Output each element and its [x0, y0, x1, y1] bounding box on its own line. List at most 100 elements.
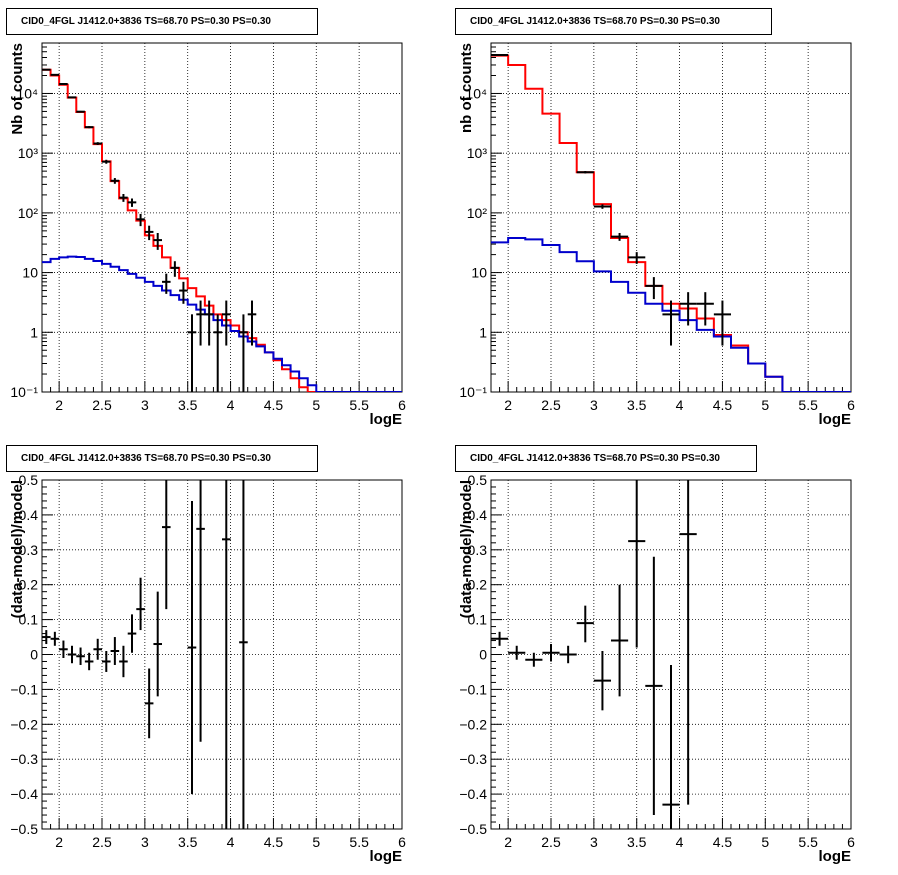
y-tick-label: 0.3	[19, 542, 39, 558]
data-point	[542, 644, 560, 662]
x-tick-label: 6	[398, 397, 406, 413]
chart-svg: 2 2.5 3 3.5 4 4.5 5 5.5 6 10⁻¹ 1 10 10² 10³ 10⁴ logE nb …	[458, 42, 855, 428]
y-tick-label: 1	[30, 324, 38, 340]
y-tick-label: 10	[471, 265, 487, 281]
data-point	[239, 480, 248, 829]
data-point	[110, 178, 120, 184]
x-tick-label: 5	[312, 397, 320, 413]
data-point	[59, 83, 68, 86]
data-point	[50, 73, 60, 76]
x-tick-label: 2.5	[541, 397, 561, 413]
data-point	[196, 480, 205, 742]
data-point	[76, 110, 85, 113]
data-point	[153, 233, 162, 250]
data-point	[222, 480, 231, 829]
data-point	[179, 281, 188, 304]
chart-svg: 2 2.5 3 3.5 4 4.5 5 5.5 6 −0.5 −0.4 −0.3 −0.2 −0.1 0 0.…	[458, 472, 855, 865]
y-tick-label: 0.4	[19, 507, 39, 523]
data-point	[491, 631, 509, 646]
y-axis-label: (data-model)/model	[458, 480, 475, 618]
y-tick-label: 10²	[18, 205, 39, 221]
data-point	[67, 96, 77, 99]
axis-ticks	[41, 42, 403, 393]
y-tick-label: 0	[30, 647, 38, 663]
y-tick-label: −0.5	[459, 821, 487, 837]
x-tick-label: 4	[227, 397, 235, 413]
data-point	[611, 584, 629, 697]
x-tick-label: 3.5	[627, 834, 647, 850]
x-tick-label: 5.5	[349, 834, 369, 850]
plot-frame	[41, 479, 403, 830]
x-tick-label: 4	[676, 397, 684, 413]
data-point	[628, 252, 646, 264]
data-point	[525, 652, 543, 667]
data-point	[628, 480, 646, 648]
x-tick-label: 3.5	[178, 834, 198, 850]
data-point	[713, 300, 731, 346]
data-point	[153, 591, 162, 697]
y-tick-label: 0.4	[468, 507, 488, 523]
x-tick-label: 2	[504, 834, 512, 850]
data-point	[213, 314, 222, 392]
x-axis-label: logE	[819, 411, 852, 428]
data-point	[102, 159, 111, 164]
x-tick-label: 2	[55, 397, 63, 413]
data-point	[42, 630, 51, 645]
y-tick-label: 0.5	[19, 472, 39, 488]
data-point	[93, 142, 102, 146]
x-tick-label: 4.5	[713, 834, 733, 850]
x-tick-label: 3.5	[178, 397, 198, 413]
y-axis-label: (data-model)/model	[9, 480, 26, 618]
data-point	[127, 614, 137, 653]
y-tick-label: 10⁻¹	[10, 384, 38, 400]
data-point	[162, 480, 171, 610]
x-tick-label: 4.5	[264, 834, 284, 850]
y-tick-label: 0.3	[468, 542, 488, 558]
data-point	[222, 300, 231, 346]
data-point	[576, 605, 594, 643]
x-tick-label: 4.5	[713, 397, 733, 413]
data-point	[247, 300, 257, 346]
y-tick-label: 0	[479, 647, 487, 663]
data-point	[76, 647, 85, 665]
y-axis-label: nb of counts	[458, 43, 475, 133]
plot-frame	[490, 42, 852, 393]
data-point	[136, 577, 145, 631]
data-point	[144, 225, 154, 241]
x-tick-label: 2	[504, 397, 512, 413]
chart-title: CID0_4FGL J1412.0+3836 TS=68.70 PS=0.30 …	[455, 445, 757, 472]
plot-frame	[41, 42, 403, 393]
y-tick-label: −0.4	[10, 786, 38, 802]
x-tick-label: 6	[847, 834, 855, 850]
x-tick-label: 5	[761, 834, 769, 850]
data-point	[662, 664, 680, 829]
y-tick-label: 10⁴	[16, 85, 38, 101]
x-tick-label: 5	[312, 834, 320, 850]
x-axis-label: logE	[370, 411, 403, 428]
y-tick-label: 10³	[467, 145, 488, 161]
chart-panel-bottom-right: 2 2.5 3 3.5 4 4.5 5 5.5 6 −0.5 −0.4 −0.3 −0.2 −0.1 0 0.…	[449, 437, 898, 875]
data-point	[50, 631, 60, 646]
data-point	[93, 638, 102, 660]
data-point	[508, 645, 526, 660]
y-tick-label: 0.1	[468, 612, 488, 628]
data-point	[187, 500, 197, 795]
data-point	[576, 171, 594, 174]
x-tick-label: 2.5	[541, 834, 561, 850]
x-tick-label: 3.5	[627, 397, 647, 413]
x-tick-label: 2	[55, 834, 63, 850]
data-point	[119, 194, 128, 202]
x-tick-label: 6	[398, 834, 406, 850]
data-point	[162, 273, 171, 294]
axis-ticks	[41, 479, 403, 830]
data-point	[645, 556, 663, 816]
x-tick-label: 2.5	[92, 397, 112, 413]
y-tick-label: 10⁴	[465, 85, 487, 101]
y-axis-label: Nb of counts	[9, 43, 26, 135]
chart-svg: 2 2.5 3 3.5 4 4.5 5 5.5 6 −0.5 −0.4 −0.3 −0.2 −0.1 0 0.…	[9, 472, 406, 865]
data-point	[170, 261, 180, 277]
y-tick-label: 10	[22, 265, 38, 281]
x-tick-label: 4	[227, 834, 235, 850]
data-point	[102, 651, 111, 672]
x-tick-label: 6	[847, 397, 855, 413]
